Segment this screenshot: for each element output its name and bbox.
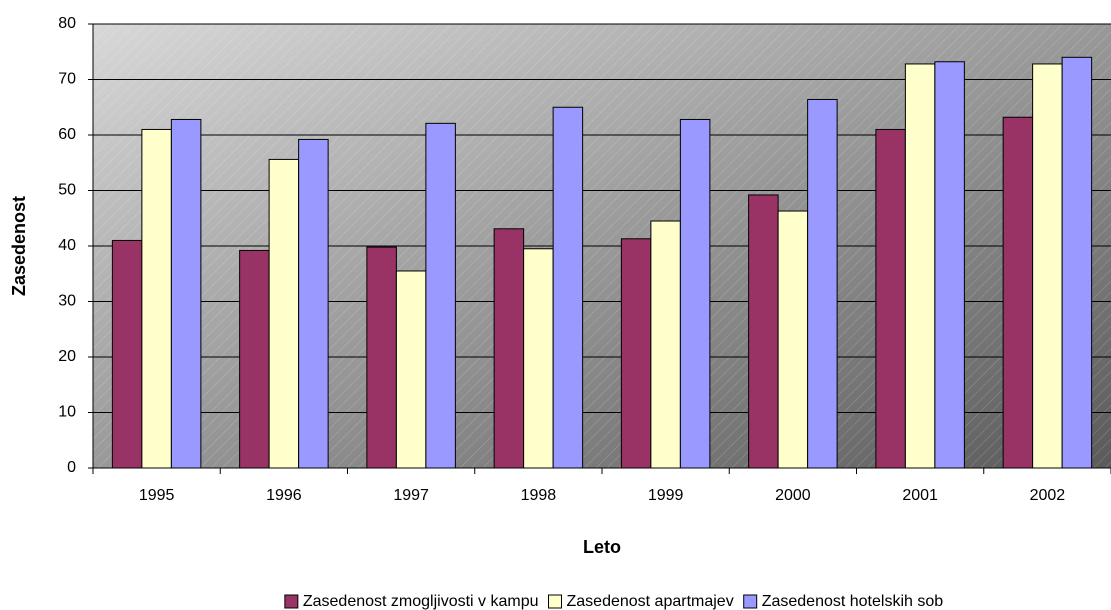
x-tick-label: 1996 [266,487,302,504]
x-tick-label: 1999 [648,487,684,504]
bar [239,249,270,469]
bar [366,246,397,469]
y-tick-label: 10 [58,404,76,421]
x-tick-label: 1997 [393,487,429,504]
bar [268,158,300,469]
legend-swatch [548,594,562,609]
bar [1061,56,1093,469]
bar [298,138,329,469]
bar [493,228,525,469]
x-tick-label: 1995 [139,487,175,504]
y-tick-label: 30 [58,293,76,310]
bar [875,128,906,469]
bar [904,63,936,469]
legend-label: Zasedenost zmogljivosti v kampu [303,593,539,610]
bar [777,210,809,469]
legend-label: Zasedenost apartmajev [567,593,734,610]
bar [650,220,681,469]
bar [620,238,652,469]
bar [523,248,554,469]
y-tick-label: 80 [58,15,76,32]
bar [141,128,172,469]
bar [395,270,427,469]
bar [552,106,584,469]
bar [934,61,965,469]
bar [1032,63,1063,469]
y-tick-label: 40 [58,237,76,254]
x-tick-label: 2000 [775,487,811,504]
bar [807,98,838,469]
legend: Zasedenost zmogljivosti v kampu Zasedenos… [284,593,944,610]
bar [679,118,711,469]
bar [748,194,779,469]
x-axis-title: Leto [583,537,621,557]
x-tick-label: 1998 [521,487,557,504]
bar [111,239,143,469]
bar [170,118,202,469]
legend-swatch [284,594,299,609]
y-tick-label: 0 [67,459,76,476]
bar [1002,116,1034,469]
y-tick-label: 70 [58,71,76,88]
y-tick-label: 60 [58,126,76,143]
y-axis-title: Zasedenost [9,196,29,296]
y-tick-label: 20 [58,348,76,365]
legend-label: Zasedenost hotelskih sob [762,593,944,610]
legend-swatch [743,594,758,609]
bar [425,122,456,469]
x-tick-label: 2001 [902,487,938,504]
y-tick-label: 50 [58,182,76,199]
x-tick-label: 2002 [1030,487,1066,504]
